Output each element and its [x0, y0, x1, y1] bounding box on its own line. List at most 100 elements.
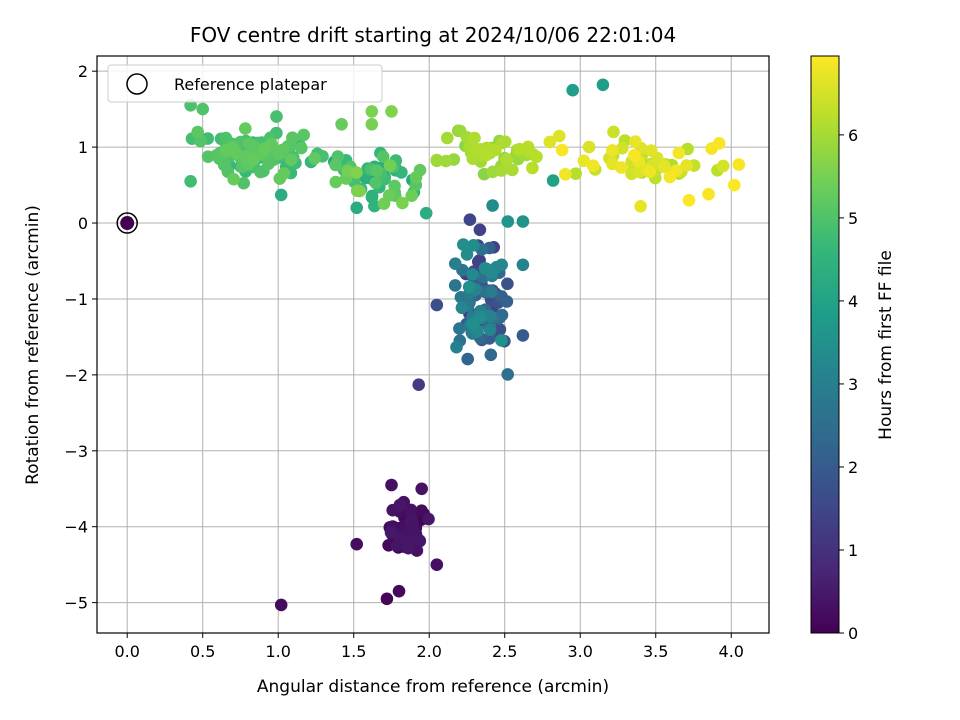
data-point	[506, 163, 519, 177]
data-point	[728, 178, 741, 192]
data-point	[712, 137, 726, 150]
legend-marker-icon	[126, 73, 148, 95]
data-point	[566, 83, 579, 97]
y-tick-label: −4	[64, 518, 88, 537]
y-axis-ticks: −5 −4 −3 −2 −1 0 1 2	[64, 62, 97, 613]
colorbar-tick-label: 1	[848, 541, 858, 560]
data-point	[555, 143, 569, 157]
data-point	[634, 200, 647, 213]
data-point	[308, 152, 321, 165]
data-point	[480, 148, 493, 162]
data-point	[466, 317, 480, 331]
colorbar: 0 1 2 3 4 5 6 Hours from first FF file	[810, 55, 896, 643]
legend: Reference platepar	[107, 64, 383, 103]
data-point	[196, 102, 209, 116]
data-point	[448, 279, 462, 292]
data-point	[530, 150, 543, 163]
data-point	[393, 498, 407, 512]
x-tick-label: 0.5	[190, 642, 215, 661]
data-point	[501, 368, 514, 381]
y-tick-label: −1	[64, 290, 88, 309]
data-point	[274, 598, 288, 612]
y-tick-label: −5	[64, 594, 88, 613]
y-axis-label: Rotation from reference (arcmin)	[23, 205, 43, 485]
data-point	[498, 135, 512, 148]
data-point	[526, 161, 539, 175]
data-point	[478, 262, 492, 275]
legend-label: Reference platepar	[174, 75, 327, 94]
data-point	[470, 143, 484, 157]
data-point	[412, 378, 426, 392]
data-point	[553, 129, 566, 143]
data-point	[430, 153, 444, 167]
colorbar-gradient	[810, 55, 840, 634]
data-point	[463, 213, 477, 226]
data-point	[380, 592, 394, 606]
data-point	[377, 197, 391, 210]
y-tick-label: −3	[64, 442, 88, 461]
data-point	[629, 135, 642, 148]
data-point	[405, 189, 419, 202]
data-point	[716, 159, 730, 173]
data-point	[388, 179, 401, 193]
data-point	[239, 122, 252, 135]
data-point	[284, 153, 298, 166]
data-point	[449, 257, 462, 271]
legend-box	[107, 64, 383, 103]
data-point	[658, 160, 671, 174]
data-point	[682, 194, 696, 207]
data-point	[607, 125, 620, 139]
data-point	[413, 534, 426, 547]
x-tick-label: 1.0	[265, 642, 290, 661]
data-point	[468, 131, 481, 145]
y-tick-label: 1	[78, 138, 88, 157]
data-point	[455, 301, 469, 315]
data-point	[702, 187, 715, 201]
x-tick-label: 1.5	[341, 642, 366, 661]
data-point	[383, 159, 397, 172]
colorbar-ticks: 0 1 2 3 4 5 6	[839, 126, 858, 643]
data-point	[295, 141, 308, 155]
data-point	[430, 558, 444, 571]
data-point	[385, 478, 398, 492]
data-point	[516, 258, 530, 272]
data-point	[500, 153, 514, 166]
data-point	[368, 199, 381, 213]
data-point	[543, 135, 557, 149]
data-point	[242, 137, 256, 150]
x-tick-label: 0.0	[114, 642, 139, 661]
data-point	[615, 161, 628, 174]
data-point	[422, 512, 435, 526]
data-point	[569, 167, 582, 180]
data-point	[415, 482, 429, 496]
reference-platepar-marker	[116, 212, 138, 234]
data-point	[369, 176, 383, 190]
colorbar-tick-label: 5	[848, 209, 858, 228]
x-tick-label: 2.5	[492, 642, 517, 661]
data-point	[460, 248, 474, 261]
data-point	[430, 298, 444, 312]
data-point	[450, 340, 463, 354]
data-point	[270, 110, 283, 123]
data-point	[680, 159, 693, 172]
data-point	[406, 523, 420, 536]
data-point	[501, 277, 514, 291]
data-point	[350, 201, 364, 215]
data-point	[350, 537, 364, 551]
data-point	[392, 584, 406, 598]
data-point	[516, 329, 530, 342]
data-point	[184, 175, 197, 188]
data-point	[495, 164, 508, 177]
data-point	[546, 174, 560, 187]
x-axis-label: Angular distance from reference (arcmin)	[257, 677, 609, 697]
data-point	[663, 170, 677, 184]
data-point	[297, 128, 311, 142]
data-point	[473, 223, 487, 237]
data-point	[335, 118, 348, 131]
data-point	[462, 280, 476, 294]
data-point	[385, 105, 398, 118]
data-point	[219, 131, 233, 145]
data-point	[247, 153, 260, 166]
chart-title: FOV centre drift starting at 2024/10/06 …	[190, 23, 676, 47]
data-point	[483, 309, 497, 323]
